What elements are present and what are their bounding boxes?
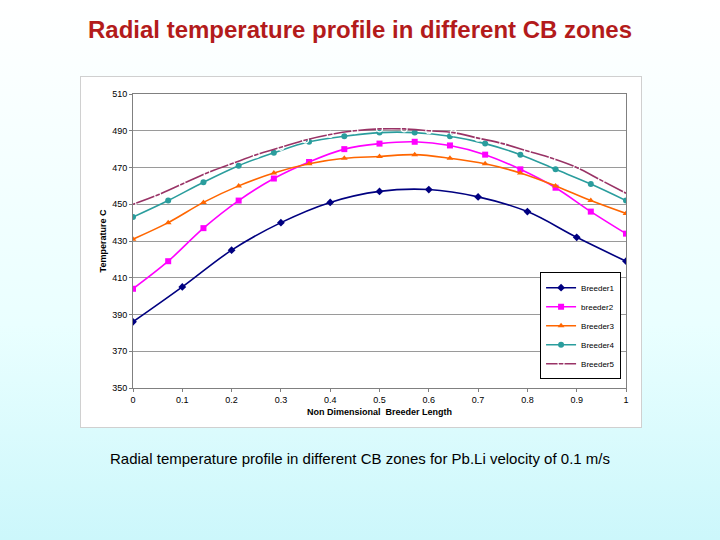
svg-text:0.5: 0.5 bbox=[373, 395, 386, 405]
svg-text:0.9: 0.9 bbox=[570, 395, 583, 405]
svg-text:Non Dimensional Breeder Lengt: Non Dimensional Breeder Length bbox=[307, 407, 452, 417]
svg-text:0.3: 0.3 bbox=[275, 395, 288, 405]
svg-text:Breeder1: Breeder1 bbox=[581, 284, 614, 293]
svg-text:0.2: 0.2 bbox=[225, 395, 238, 405]
svg-text:0.1: 0.1 bbox=[176, 395, 189, 405]
svg-text:350: 350 bbox=[112, 383, 127, 393]
svg-text:Temperature C: Temperature C bbox=[98, 209, 108, 272]
svg-text:510: 510 bbox=[112, 89, 127, 99]
svg-text:0.6: 0.6 bbox=[423, 395, 436, 405]
svg-text:0: 0 bbox=[130, 395, 135, 405]
svg-text:430: 430 bbox=[112, 236, 127, 246]
svg-text:450: 450 bbox=[112, 199, 127, 209]
svg-text:390: 390 bbox=[112, 310, 127, 320]
svg-text:Breeder3: Breeder3 bbox=[581, 322, 614, 331]
svg-text:Breeder4: Breeder4 bbox=[581, 341, 614, 350]
svg-text:410: 410 bbox=[112, 273, 127, 283]
svg-text:breeder2: breeder2 bbox=[581, 303, 614, 312]
svg-text:0.7: 0.7 bbox=[472, 395, 485, 405]
svg-text:490: 490 bbox=[112, 126, 127, 136]
html-text:Radial temperature profile in: Radial temperature profile in different … bbox=[110, 450, 610, 467]
svg-text:0.4: 0.4 bbox=[324, 395, 337, 405]
svg-text:0.8: 0.8 bbox=[521, 395, 534, 405]
html-text:Radial temperature profile in: Radial temperature profile in different … bbox=[88, 16, 632, 43]
svg-text:470: 470 bbox=[112, 163, 127, 173]
svg-text:Breeder5: Breeder5 bbox=[581, 360, 614, 369]
svg-text:370: 370 bbox=[112, 346, 127, 356]
svg-text:1: 1 bbox=[623, 395, 628, 405]
